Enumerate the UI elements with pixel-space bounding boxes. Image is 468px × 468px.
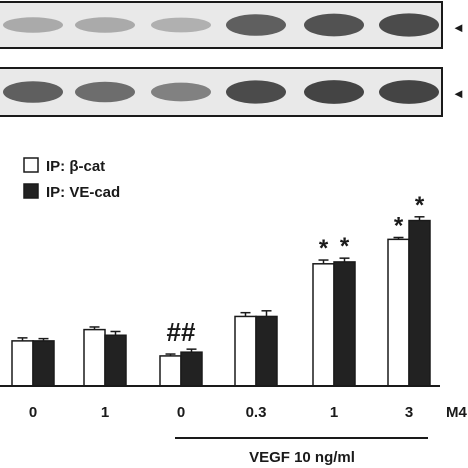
significance-star-3: *	[394, 212, 404, 239]
legend-swatch-ve-cad	[23, 183, 39, 199]
x-tick-label-3: 0.3	[246, 404, 267, 421]
blot-top-band-3	[226, 14, 286, 36]
significance-star-1: *	[319, 235, 329, 262]
blot-bottom-band-0	[3, 81, 63, 103]
significance-star-4: *	[415, 192, 425, 219]
blot-bottom-band-4	[304, 80, 364, 104]
group-label: VEGF 10 ng/ml	[249, 449, 355, 466]
legend-label-ve-cad: IP: VE-cad	[46, 184, 120, 201]
bar-beta-cat-4	[312, 263, 335, 387]
axis-suffix-label: M4	[446, 404, 467, 421]
x-tick-label-4: 1	[330, 404, 338, 421]
x-tick-label-1: 1	[101, 404, 109, 421]
blot-bottom-band-1	[75, 81, 135, 103]
legend-swatch-beta-cat	[23, 157, 39, 173]
blot-top-frame	[0, 1, 443, 49]
blot-top-band-2	[151, 17, 211, 33]
bar-ve-cad-1	[104, 334, 127, 387]
western-blot-bottom: ◄	[0, 67, 465, 117]
significance-annotations: ## * * * *	[167, 192, 425, 347]
x-tick-labels: 0 1 0 0.3 1 3	[29, 404, 413, 421]
bar-beta-cat-3	[234, 315, 257, 387]
western-blot-top: ◄	[0, 1, 465, 49]
bar-ve-cad-3	[255, 315, 278, 387]
x-tick-label-5: 3	[405, 404, 413, 421]
bar-beta-cat-0	[11, 340, 34, 387]
blot-bottom-arrow: ◄	[452, 86, 465, 101]
legend: IP: β-cat IP: VE-cad	[23, 157, 120, 201]
bar-beta-cat-2	[159, 355, 182, 387]
blot-top-band-0	[3, 17, 63, 33]
blot-bottom-band-3	[226, 80, 286, 104]
x-tick-label-2: 0	[177, 404, 185, 421]
legend-label-beta-cat: IP: β-cat	[46, 158, 105, 175]
blot-bottom-frame	[0, 67, 443, 117]
bar-beta-cat-1	[83, 328, 106, 387]
bar-ve-cad-4	[333, 261, 356, 387]
blot-top-band-1	[75, 17, 135, 33]
blot-top-band-5	[379, 13, 439, 37]
blot-bottom-band-2	[151, 82, 211, 102]
x-tick-label-0: 0	[29, 404, 37, 421]
bar-series	[11, 219, 431, 387]
blot-top-band-4	[304, 13, 364, 37]
bar-ve-cad-5	[408, 219, 431, 387]
bar-ve-cad-2	[180, 351, 203, 387]
significance-hash-0: ##	[167, 317, 196, 347]
bar-ve-cad-0	[32, 340, 55, 387]
significance-star-2: *	[340, 233, 350, 260]
error-bars	[17, 216, 425, 356]
blot-top-arrow: ◄	[452, 20, 465, 35]
blot-bottom-band-5	[379, 80, 439, 104]
bar-beta-cat-5	[387, 238, 410, 387]
